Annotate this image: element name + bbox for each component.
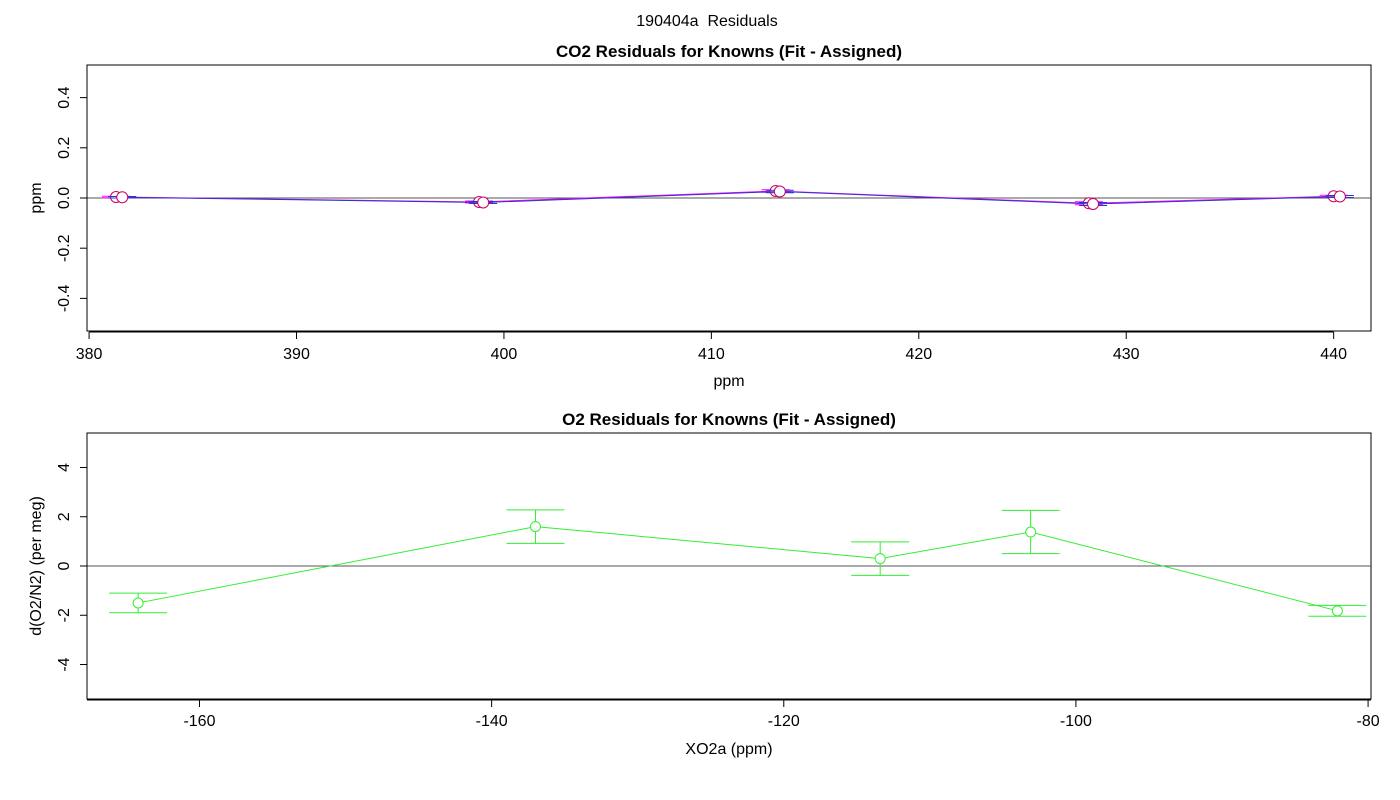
x-tick-label: 410 — [698, 346, 725, 363]
x-tick-label: -160 — [183, 713, 215, 730]
y-tick-label: -4 — [56, 657, 73, 671]
data-point — [1087, 198, 1100, 211]
o2-residuals-panel: O2 Residuals for Knowns (Fit - Assigned)… — [28, 410, 1380, 758]
y-tick-label: 2 — [56, 512, 73, 521]
y-tick-label: -2 — [56, 608, 73, 622]
x-tick-label: -80 — [1357, 713, 1380, 730]
y-tick-label: 0.4 — [56, 86, 73, 108]
x-tick-label: -140 — [476, 713, 508, 730]
series-line — [116, 190, 1334, 204]
data-point — [1025, 526, 1037, 538]
x-tick-label: 440 — [1320, 346, 1347, 363]
co2-residuals-panel: CO2 Residuals for Knowns (Fit - Assigned… — [28, 42, 1372, 390]
y-tick-label: 4 — [56, 463, 73, 472]
x-tick-label: -100 — [1060, 713, 1092, 730]
x-tick-label: 420 — [905, 346, 932, 363]
y-tick-label: 0 — [56, 561, 73, 570]
data-point — [116, 191, 129, 204]
x-tick-label: -120 — [768, 713, 800, 730]
data-point — [132, 597, 144, 609]
y-tick-label: 0.0 — [56, 187, 73, 209]
data-point — [1331, 605, 1343, 617]
y-axis-label: d(O2/N2) (per meg) — [28, 496, 45, 636]
figure-title: 190404a Residuals — [636, 13, 777, 30]
x-tick-label: 430 — [1113, 346, 1140, 363]
x-tick-label: 400 — [491, 346, 518, 363]
data-point — [477, 196, 490, 209]
series-line — [138, 526, 1338, 612]
x-axis-label: ppm — [713, 373, 744, 390]
data-point — [529, 521, 541, 533]
panel-title: O2 Residuals for Knowns (Fit - Assigned) — [562, 410, 896, 429]
x-tick-label: 390 — [283, 346, 310, 363]
data-point — [1333, 190, 1346, 203]
data-point — [773, 185, 786, 198]
panel-title: CO2 Residuals for Knowns (Fit - Assigned… — [556, 42, 902, 61]
data-point — [874, 553, 886, 565]
y-tick-label: -0.4 — [56, 284, 73, 312]
y-tick-label: -0.2 — [56, 234, 73, 262]
x-axis-label: XO2a (ppm) — [685, 741, 772, 758]
y-axis-label: ppm — [28, 182, 45, 213]
x-tick-label: 380 — [76, 346, 103, 363]
y-tick-label: 0.2 — [56, 137, 73, 159]
